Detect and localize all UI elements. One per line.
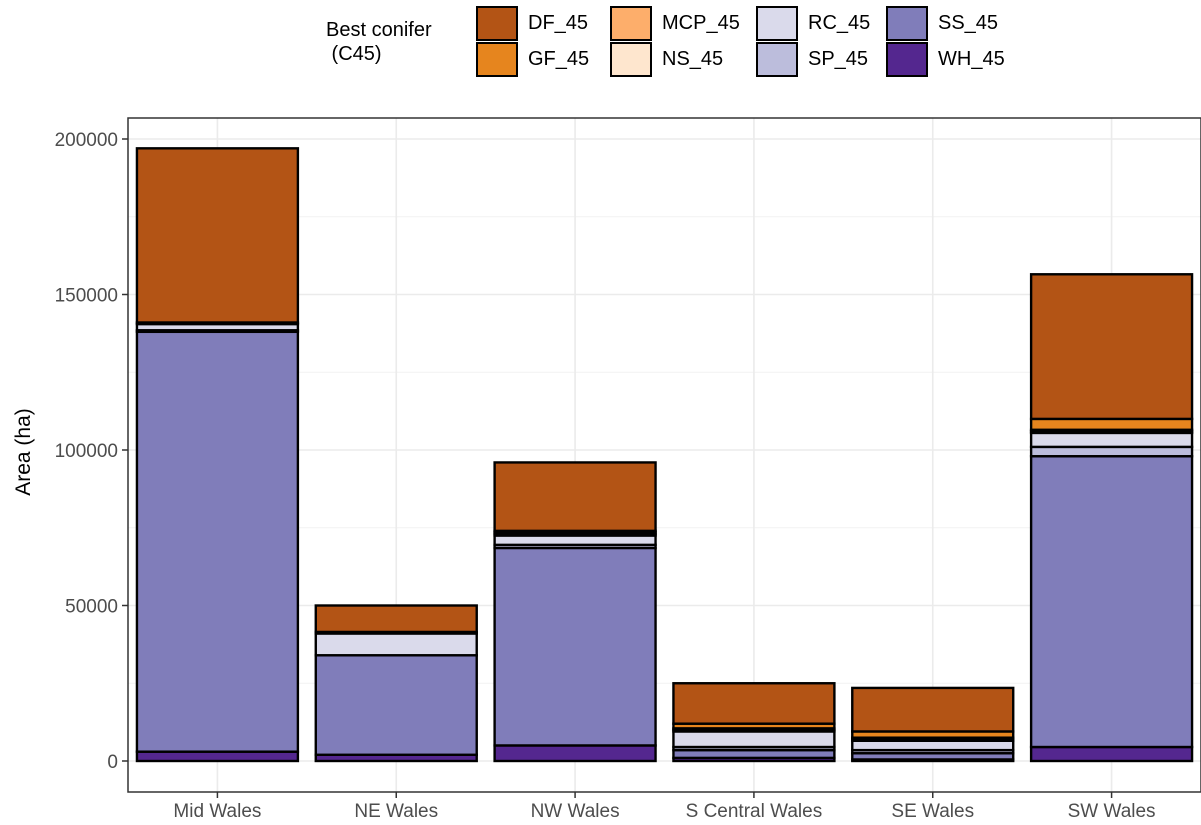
- bar-segment-wh-45: [493, 744, 657, 763]
- legend-title: Best conifer (C45): [326, 19, 432, 65]
- legend-key: [610, 6, 652, 41]
- legend-key: [886, 42, 928, 77]
- legend-item-df-45: DF_45: [476, 6, 588, 41]
- legend-key: [610, 42, 652, 77]
- bar-segment-gf-45: [1029, 417, 1194, 431]
- y-tick-label: 100000: [55, 441, 118, 462]
- bar-segment-rc-45: [493, 534, 657, 547]
- x-tick-label: S Central Wales: [686, 801, 823, 822]
- legend-item-mcp-45: MCP_45: [610, 6, 740, 41]
- bar-segment-wh-45: [1029, 745, 1194, 763]
- plot-panel-border: [127, 117, 1201, 793]
- y-tick-label: 0: [107, 752, 118, 773]
- legend-label: MCP_45: [662, 12, 740, 34]
- x-tick-label: SE Wales: [891, 801, 974, 822]
- legend-label: SS_45: [938, 12, 999, 34]
- legend-item-wh-45: WH_45: [886, 42, 1005, 77]
- bar-segment-df-45: [851, 686, 1015, 733]
- grid-lines: [128, 118, 1201, 792]
- bar-segment-ss-45: [493, 546, 657, 747]
- legend-item-ns-45: NS_45: [610, 42, 723, 77]
- x-tick-label: NE Wales: [354, 801, 438, 822]
- bars: [135, 147, 1194, 763]
- bar-segment-rc-45: [1029, 431, 1194, 449]
- legend-label: NS_45: [662, 48, 724, 70]
- legend-label: SP_45: [808, 48, 869, 70]
- legend-label: WH_45: [938, 48, 1005, 70]
- bar-segment-ss-45: [1029, 455, 1194, 749]
- bar-segment-df-45: [1029, 273, 1194, 421]
- legend-label: GF_45: [528, 48, 590, 70]
- axes: 0 50000 100000 150000 200000 Mid Wales NE Wale…: [55, 130, 1156, 822]
- x-tick-label: Mid Wales: [173, 801, 261, 822]
- x-tick-label: SW Wales: [1068, 801, 1156, 822]
- legend-item-ss-45: SS_45: [886, 6, 998, 41]
- bar-segment-ss-45: [314, 654, 478, 756]
- bar-segment-df-45: [493, 461, 657, 533]
- legend-key: [756, 42, 798, 77]
- x-tick-label: NW Wales: [531, 801, 620, 822]
- legend-key: [476, 6, 518, 41]
- bar-segment-sp-45: [1029, 445, 1194, 458]
- legend-key: [756, 6, 798, 41]
- legend-key: [476, 42, 518, 77]
- bar-segment-rc-45: [672, 730, 836, 749]
- bar-segment-df-45: [314, 604, 478, 634]
- y-tick-label: 150000: [55, 286, 118, 307]
- legend-label: DF_45: [528, 12, 589, 34]
- bar-segment-df-45: [135, 147, 300, 324]
- legend-label: RC_45: [808, 12, 871, 34]
- legend-item-sp-45: SP_45: [756, 42, 868, 77]
- bar-segment-rc-45: [851, 739, 1015, 752]
- legend-item-rc-45: RC_45: [756, 6, 870, 41]
- legend-item-gf-45: GF_45: [476, 42, 589, 77]
- y-tick-label: 200000: [55, 130, 118, 151]
- y-tick-label: 50000: [65, 597, 118, 618]
- bar-segment-wh-45: [135, 750, 300, 763]
- bar-segment-rc-45: [314, 632, 478, 657]
- legend-key: [886, 6, 928, 41]
- bar-segment-df-45: [672, 682, 836, 725]
- y-axis-label: Area (ha): [12, 408, 35, 496]
- bar-segment-ss-45: [135, 330, 300, 753]
